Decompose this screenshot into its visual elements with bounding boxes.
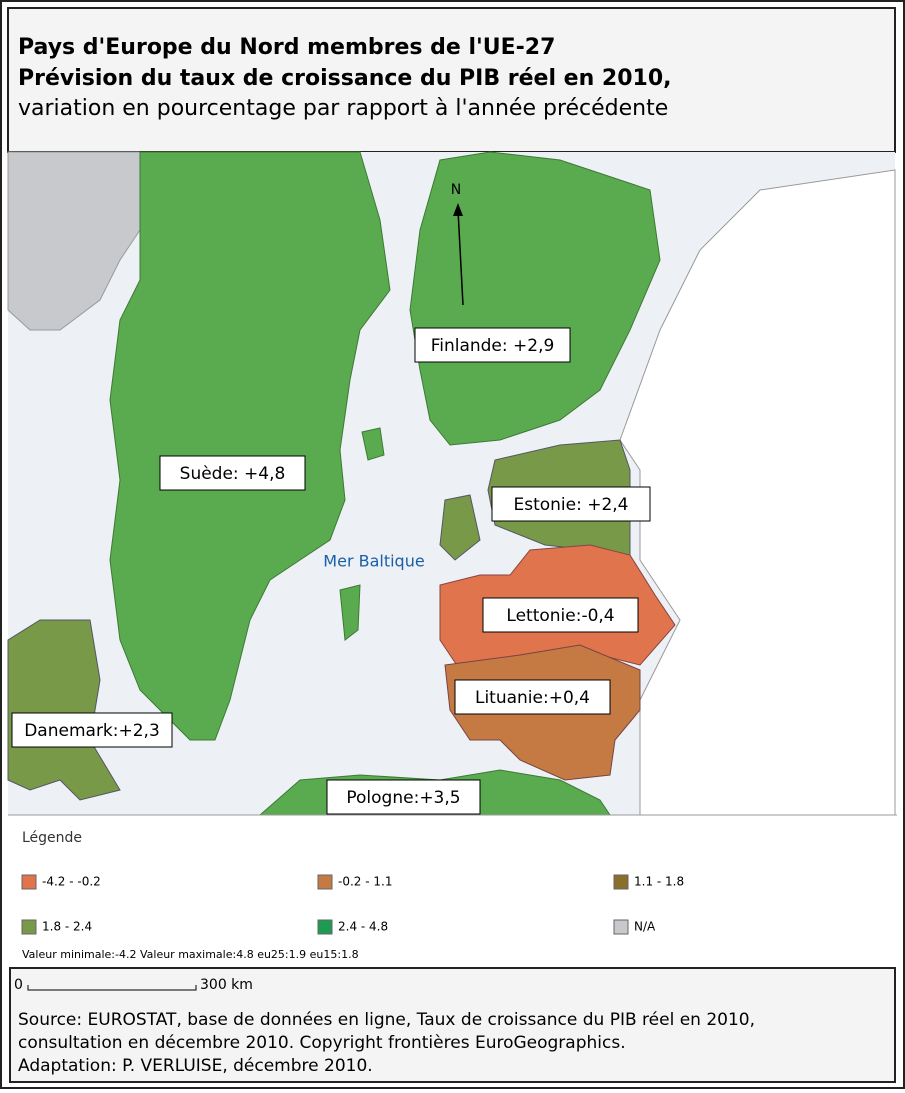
title-box xyxy=(7,7,896,153)
north-arrow xyxy=(457,209,464,306)
finland xyxy=(409,151,661,446)
denmark xyxy=(7,619,121,801)
country-label: Suède: +4,8 xyxy=(180,464,286,484)
source-line: Source: EUROSTAT, base de données en lig… xyxy=(18,1010,755,1030)
legend-label: -0.2 - 1.1 xyxy=(338,875,392,889)
country-label: Finlande: +2,9 xyxy=(431,336,555,356)
legend-label: -4.2 - -0.2 xyxy=(42,875,101,889)
label-box xyxy=(491,486,651,522)
legend: -4.2 - -0.2 -0.2 - 1.1 1.1 - 1.8 1.8 - 2.4 2… xyxy=(21,874,684,935)
legend-swatch xyxy=(21,919,37,935)
source-box xyxy=(9,967,896,1083)
legend-label: 2.4 - 4.8 xyxy=(338,920,388,934)
map: N Mer Baltique Finlande: +2,9 Suède: +4,8… xyxy=(7,151,896,816)
label-box xyxy=(159,455,306,491)
scale-end: 300 km xyxy=(200,977,253,993)
scale-bar xyxy=(27,985,197,991)
title: Prévision du taux de croissance du PIB r… xyxy=(18,66,672,91)
legend-swatch xyxy=(317,874,333,890)
label-box xyxy=(454,679,611,715)
legend-swatch xyxy=(613,919,629,935)
north-label: N xyxy=(451,182,461,198)
legend-stats: Valeur minimale:-4.2 Valeur maximale:4.8… xyxy=(22,948,359,961)
legend-label: 1.8 - 2.4 xyxy=(42,920,92,934)
country-labels: Finlande: +2,9 Suède: +4,8 Estonie: +2,4 Le… xyxy=(11,327,651,815)
legend-swatch xyxy=(317,919,333,935)
source-line: consultation en décembre 2010. Copyright… xyxy=(18,1033,626,1053)
label-box xyxy=(414,327,571,363)
sea-label: Mer Baltique xyxy=(323,552,424,571)
estonia-island xyxy=(439,494,481,561)
country-label: Lituanie:+0,4 xyxy=(475,688,590,708)
legend-label: 1.1 - 1.8 xyxy=(634,875,684,889)
title: Pays d'Europe du Nord membres de l'UE-27 xyxy=(18,35,555,60)
label-box xyxy=(482,597,639,633)
country-label: Danemark:+2,3 xyxy=(24,721,160,741)
country-label: Lettonie:-0,4 xyxy=(506,606,614,626)
north-arrow-head xyxy=(453,203,463,216)
country-label: Estonie: +2,4 xyxy=(513,495,628,515)
label-box xyxy=(11,712,173,748)
legend-title: Légende xyxy=(22,830,82,846)
source-line: Adaptation: P. VERLUISE, décembre 2010. xyxy=(18,1056,373,1076)
scale-start: 0 xyxy=(14,977,23,993)
legend-label: N/A xyxy=(634,920,656,934)
gotland xyxy=(339,584,361,641)
country-label: Pologne:+3,5 xyxy=(346,788,460,808)
legend-swatch xyxy=(21,874,37,890)
legend-swatch xyxy=(613,874,629,890)
aland xyxy=(361,427,385,461)
label-box xyxy=(326,779,481,815)
sweden xyxy=(109,151,391,741)
subtitle: variation en pourcentage par rapport à l… xyxy=(18,96,668,121)
